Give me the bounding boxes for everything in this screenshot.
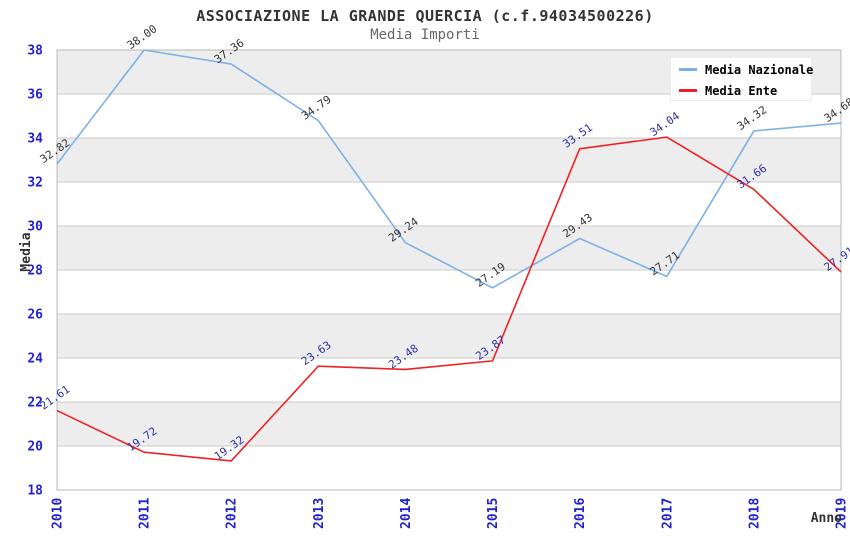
x-axis-title: Anno (811, 511, 842, 526)
data-point-label: 38.00 (125, 22, 160, 52)
media-nazionale-line-swatch-icon (679, 68, 697, 71)
x-tick-label: 2017 (660, 498, 675, 529)
chart-title: ASSOCIAZIONE LA GRANDE QUERCIA (c.f.9403… (196, 7, 654, 25)
y-tick-label: 36 (27, 88, 43, 103)
x-tick-label: 2015 (486, 498, 501, 529)
y-tick-label: 28 (27, 264, 43, 279)
y-tick-label: 20 (27, 440, 43, 455)
x-tick-label: 2013 (312, 498, 327, 529)
y-tick-label: 34 (27, 132, 43, 147)
plot-border (56, 49, 842, 491)
grid-band (57, 94, 841, 138)
series-line-media-ente (56, 136, 842, 462)
y-tick-label: 32 (27, 176, 43, 191)
x-tick-label: 2016 (573, 498, 588, 529)
legend-item-media-ente: Media Ente (671, 81, 811, 100)
legend-item-media-nazionale: Media Nazionale (671, 60, 814, 79)
y-tick-label: 22 (27, 396, 43, 411)
grid-band (57, 226, 841, 270)
x-tick-label: 2018 (747, 498, 762, 529)
chart-subtitle: Media Importi (370, 27, 480, 43)
legend-label: Media Nazionale (705, 62, 814, 77)
x-tick-label: 2011 (138, 498, 153, 529)
legend-label: Media Ente (705, 83, 778, 98)
series-line-media-nazionale (56, 49, 842, 289)
media-ente-line-swatch-icon (679, 89, 697, 92)
grid-band (57, 314, 841, 358)
x-tick-label: 2012 (225, 498, 240, 529)
y-tick-label: 24 (27, 352, 43, 367)
x-tick-label: 2014 (399, 498, 414, 529)
x-tick-label: 2010 (51, 498, 66, 529)
y-tick-label: 30 (27, 220, 43, 235)
chart-legend: Media Nazionale Media Ente (670, 57, 814, 101)
grid-band (57, 270, 841, 314)
grid-band (57, 182, 841, 226)
y-tick-label: 38 (27, 44, 43, 59)
y-axis-title: Media (19, 232, 34, 271)
grid-band (57, 402, 841, 446)
grid-band (57, 446, 841, 490)
x-tick-label: 2019 (835, 498, 850, 529)
y-tick-label: 18 (27, 484, 43, 499)
grid-band (57, 138, 841, 182)
y-tick-label: 26 (27, 308, 43, 323)
